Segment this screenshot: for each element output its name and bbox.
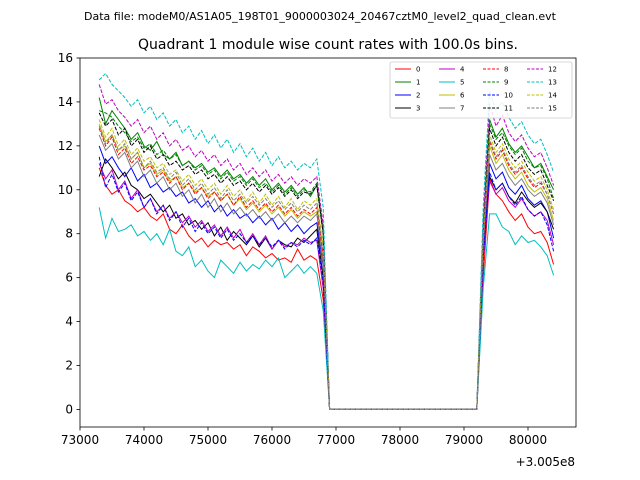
y-tick-label: 16 (58, 51, 73, 65)
x-tick-label: 78000 (381, 433, 419, 447)
legend-label-0: 0 (416, 66, 420, 74)
y-tick-label: 4 (65, 315, 73, 329)
axis-layer: 73000 74000 75000 76000 77000 78000 79000 80000… (58, 51, 577, 447)
x-tick-label: 74000 (125, 433, 163, 447)
legend-label-14: 14 (548, 92, 557, 100)
legend-label-6: 6 (460, 92, 465, 100)
plot-frame (79, 57, 577, 428)
x-axis-offset-label: +3.005e8 (516, 455, 575, 469)
legend-label-2: 2 (416, 92, 420, 100)
chart-title: Quadrant 1 module wise count rates with … (138, 37, 518, 53)
legend-label-10: 10 (504, 92, 513, 100)
legend-label-9: 9 (504, 79, 508, 87)
legend-label-3: 3 (416, 105, 420, 113)
y-tick-label: 14 (58, 95, 73, 109)
legend-label-4: 4 (460, 66, 465, 74)
legend-label-15: 15 (548, 105, 557, 113)
y-tick-label: 10 (58, 183, 73, 197)
legend-label-5: 5 (460, 79, 464, 87)
y-tick-label: 0 (65, 402, 73, 416)
y-tick-label: 6 (65, 271, 73, 285)
chart-suptitle: Data file: modeM0/AS1A05_198T01_90000030… (84, 10, 557, 23)
y-tick-label: 12 (58, 139, 73, 153)
x-tick-label: 79000 (445, 433, 483, 447)
series-layer (98, 72, 555, 410)
legend-label-8: 8 (504, 66, 508, 74)
legend-label-12: 12 (548, 66, 557, 74)
series-line-13 (98, 72, 555, 410)
y-tick-label: 8 (65, 227, 73, 241)
legend-label-1: 1 (416, 79, 420, 87)
y-tick-label: 2 (65, 359, 73, 373)
x-tick-label: 76000 (253, 433, 291, 447)
legend-label-13: 13 (548, 79, 557, 87)
x-tick-label: 77000 (317, 433, 355, 447)
x-tick-label: 75000 (189, 433, 227, 447)
legend-frame (389, 61, 573, 119)
x-tick-label: 80000 (509, 433, 547, 447)
legend-label-7: 7 (460, 105, 464, 113)
x-tick-label: 73000 (61, 433, 99, 447)
legend-label-11: 11 (504, 105, 513, 113)
